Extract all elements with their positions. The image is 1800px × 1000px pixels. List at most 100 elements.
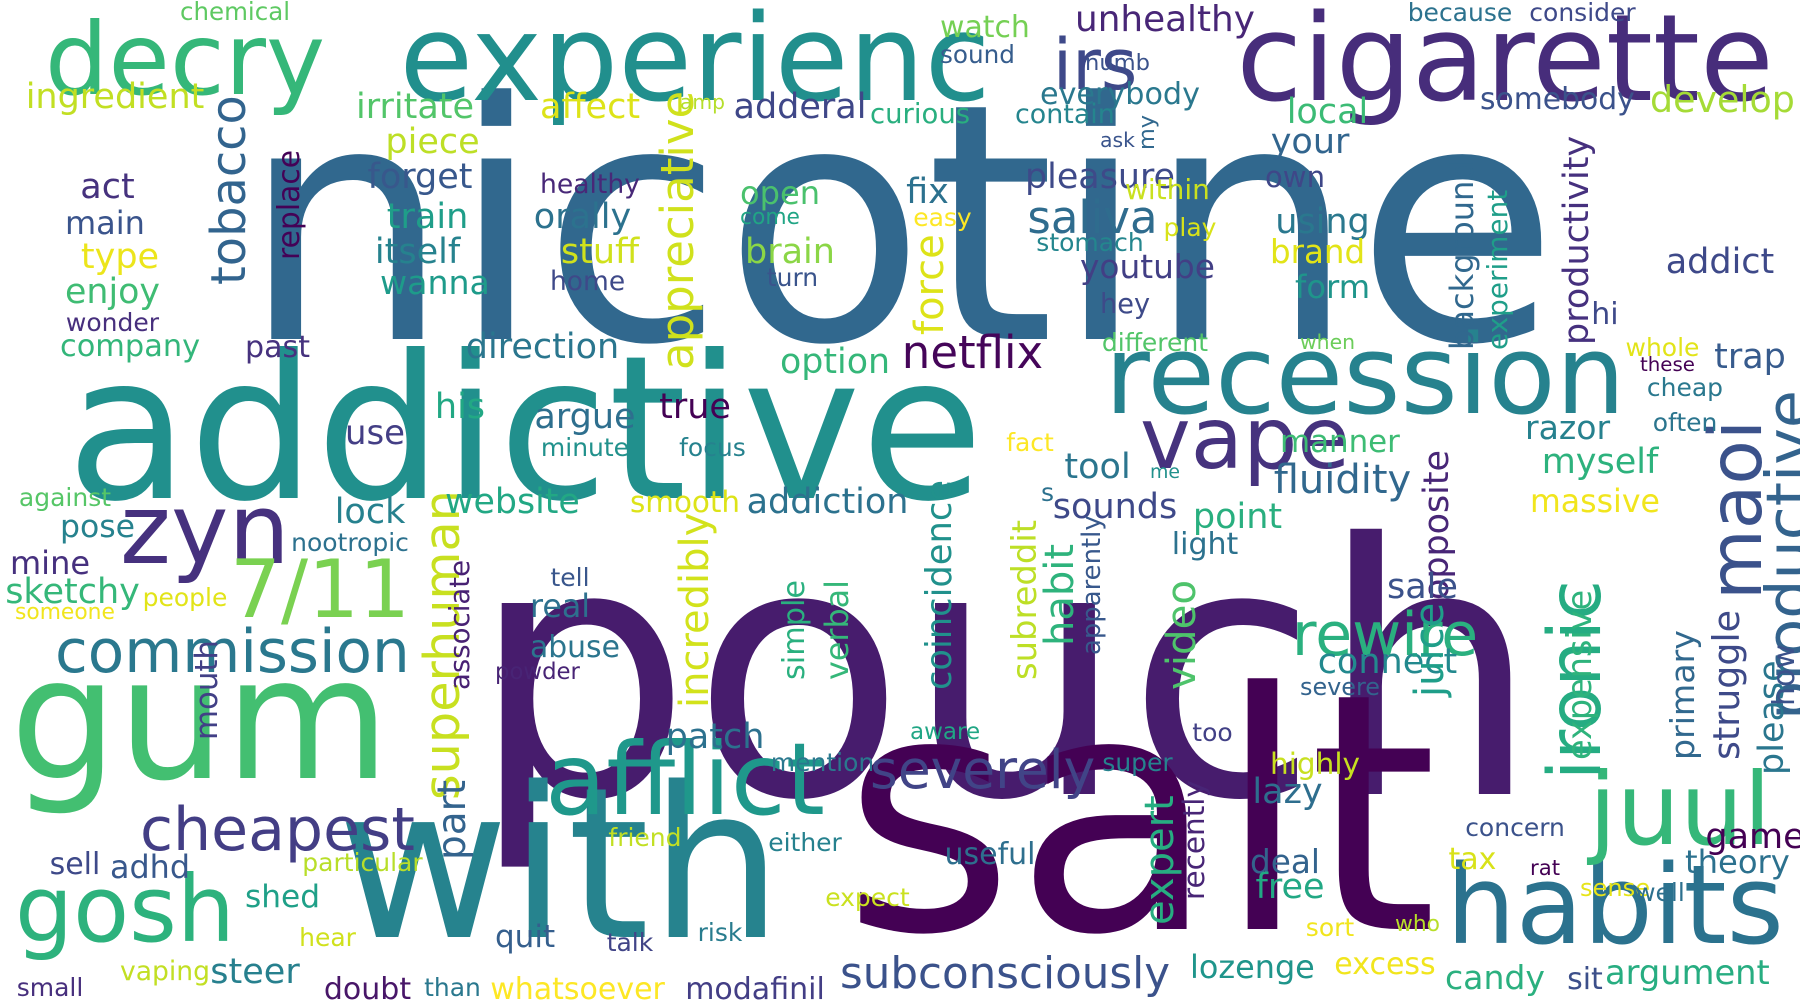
word: quit bbox=[495, 919, 556, 955]
word: abuse bbox=[530, 629, 620, 665]
word: mention bbox=[770, 748, 875, 777]
word: using bbox=[1275, 202, 1370, 242]
word: lock bbox=[334, 492, 406, 532]
word: ingredient bbox=[25, 77, 205, 117]
word: main bbox=[65, 203, 145, 242]
word: mouth bbox=[189, 640, 226, 740]
word: come bbox=[740, 204, 800, 230]
word: tell bbox=[550, 563, 590, 592]
word: doubt bbox=[323, 972, 412, 1000]
word: addict bbox=[1665, 242, 1775, 282]
word: tobacco bbox=[202, 95, 257, 285]
word: stomach bbox=[1036, 228, 1144, 257]
word: me bbox=[1150, 461, 1181, 484]
word: subconsciously bbox=[840, 949, 1170, 1000]
word: risk bbox=[697, 918, 743, 947]
word: against bbox=[18, 483, 112, 512]
word: use bbox=[345, 412, 405, 452]
word: excess bbox=[1334, 947, 1436, 982]
word: recession bbox=[1104, 311, 1626, 439]
word: netflix bbox=[901, 326, 1044, 379]
word: piece bbox=[385, 122, 480, 162]
word: sit bbox=[1567, 962, 1603, 997]
word: sale bbox=[1387, 567, 1458, 607]
word: manner bbox=[1280, 424, 1400, 460]
word: cheapest bbox=[140, 794, 415, 865]
word: unhealthy bbox=[1075, 0, 1255, 41]
word: free bbox=[1255, 867, 1325, 907]
word: cigarette bbox=[1236, 0, 1774, 129]
word: particular bbox=[302, 848, 423, 877]
word: experiment bbox=[1480, 189, 1514, 350]
word: who bbox=[1395, 912, 1440, 938]
word: sound bbox=[940, 39, 1015, 69]
word: irs bbox=[1052, 24, 1138, 106]
word: ask bbox=[1100, 127, 1135, 152]
word: tax bbox=[1448, 842, 1497, 877]
word: smooth bbox=[630, 484, 741, 519]
word: video bbox=[1158, 579, 1206, 690]
word: juul bbox=[1588, 751, 1772, 868]
word: severe bbox=[1300, 672, 1380, 701]
word: vaping bbox=[120, 956, 211, 988]
word: patch bbox=[665, 717, 765, 757]
word: different bbox=[1101, 328, 1209, 357]
word: highly bbox=[1270, 747, 1360, 782]
word: irritate bbox=[356, 87, 475, 127]
word: primary bbox=[1662, 630, 1702, 760]
word: part bbox=[430, 780, 475, 860]
word: past bbox=[245, 329, 311, 365]
word: either bbox=[768, 828, 842, 857]
word: consider bbox=[1529, 0, 1636, 27]
word: rat bbox=[1530, 854, 1561, 880]
word: itself bbox=[374, 232, 461, 272]
word: chemical bbox=[180, 0, 291, 27]
word: healthy bbox=[540, 168, 640, 200]
word: powder bbox=[495, 659, 580, 686]
word: own bbox=[1265, 160, 1326, 194]
word: deal bbox=[1250, 843, 1320, 882]
word: addictive bbox=[66, 313, 984, 546]
word: severely bbox=[870, 738, 1096, 802]
word: real bbox=[530, 588, 591, 625]
word: wonder bbox=[65, 308, 160, 337]
word: sounds bbox=[1052, 487, 1178, 527]
word: contain bbox=[1015, 98, 1115, 130]
word: gum bbox=[10, 621, 390, 819]
word: pleasure bbox=[1025, 157, 1176, 198]
word: because bbox=[1407, 0, 1513, 27]
word: brand bbox=[1270, 233, 1366, 272]
word: than bbox=[424, 973, 481, 1000]
word: argument bbox=[1605, 952, 1770, 992]
word: train bbox=[386, 197, 469, 237]
word: whole bbox=[1625, 333, 1700, 362]
word: zyn bbox=[120, 473, 290, 587]
word: watch bbox=[940, 9, 1030, 45]
word: vape bbox=[1140, 390, 1351, 490]
word: 7/11 bbox=[230, 542, 411, 636]
word: hi bbox=[1591, 297, 1619, 332]
word: commission bbox=[55, 617, 410, 687]
word: useful bbox=[944, 837, 1036, 872]
word: act bbox=[80, 167, 135, 207]
word: habit bbox=[1037, 543, 1083, 646]
word: type bbox=[80, 237, 160, 277]
word: s bbox=[1041, 478, 1055, 507]
word: massive bbox=[1530, 483, 1660, 520]
word: hey bbox=[1100, 289, 1151, 321]
word: incredibly bbox=[672, 512, 718, 708]
word: within bbox=[1125, 173, 1210, 206]
word: his bbox=[434, 387, 486, 427]
word: website bbox=[445, 482, 580, 523]
word: theory bbox=[1685, 843, 1790, 882]
word: somebody bbox=[1480, 82, 1635, 118]
word: decry bbox=[44, 1, 326, 118]
word: hear bbox=[299, 923, 356, 952]
word: enjoy bbox=[65, 272, 161, 313]
word: razor bbox=[1525, 408, 1611, 447]
word: develop bbox=[1650, 77, 1795, 121]
word: with bbox=[337, 742, 783, 987]
word: home bbox=[550, 266, 626, 298]
word: everybody bbox=[1040, 76, 1200, 112]
